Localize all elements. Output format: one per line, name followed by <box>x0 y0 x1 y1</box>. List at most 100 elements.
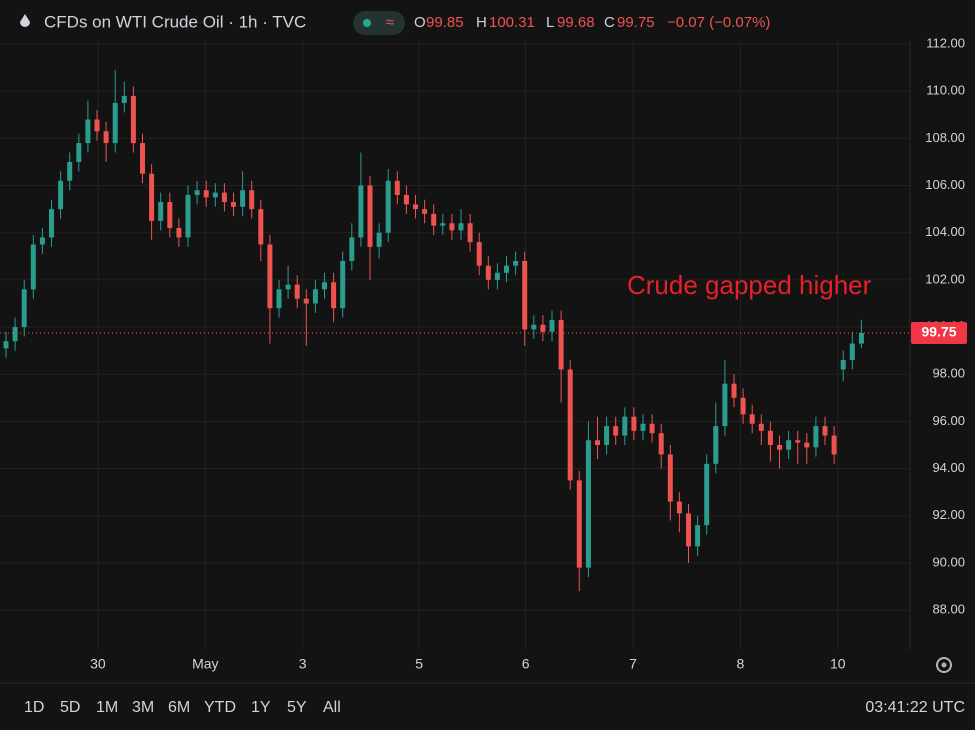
status-pill[interactable] <box>353 11 405 35</box>
candle-body <box>831 435 837 455</box>
candle-body <box>231 202 237 207</box>
range-button[interactable]: YTD <box>204 699 236 716</box>
candle-body <box>121 95 127 103</box>
candle-body <box>695 525 701 547</box>
candle-body <box>440 223 446 226</box>
ohlc-value: 99.85 <box>426 14 464 31</box>
clock: 03:41:22 UTC <box>865 699 965 716</box>
symbol-title: CFDs on WTI Crude Oil · 1h · TVC <box>44 12 306 31</box>
candle-body <box>513 261 519 266</box>
y-tick-label: 98.00 <box>932 366 965 381</box>
range-button[interactable]: 1M <box>96 699 118 716</box>
candle-body <box>149 173 155 221</box>
candle-body <box>158 202 164 221</box>
candle-body <box>112 102 118 144</box>
candle-body <box>658 433 664 455</box>
candle-body <box>704 463 710 526</box>
candle-body <box>549 319 555 332</box>
candle-body <box>722 383 728 427</box>
y-tick-label: 90.00 <box>932 554 965 569</box>
candle-body <box>731 383 737 398</box>
candle-body <box>449 223 455 231</box>
ohlc-value: 99.75 <box>617 14 655 31</box>
candle-body <box>676 501 682 514</box>
candle-body <box>485 265 491 280</box>
candle-body <box>622 416 628 436</box>
ohlc-key: O <box>414 14 426 31</box>
candle-body <box>376 232 382 247</box>
candle-body <box>849 343 855 361</box>
candle-body <box>103 131 109 144</box>
candle-body <box>140 143 146 174</box>
candle-body <box>403 194 409 205</box>
candle-body <box>422 209 428 214</box>
candle-body <box>367 185 373 247</box>
candle-body <box>340 261 346 309</box>
y-tick-label: 102.00 <box>925 271 965 286</box>
candle-body <box>413 204 419 210</box>
ohlc-change: −0.07 (−0.07%) <box>667 14 770 31</box>
candle-body <box>713 426 719 464</box>
ohlc-key: C <box>604 14 615 31</box>
candle-body <box>795 440 801 443</box>
x-tick-label: May <box>192 656 218 672</box>
candle-body <box>749 414 755 424</box>
candle-body <box>331 282 337 309</box>
candle-body <box>312 289 318 304</box>
x-tick-label: 30 <box>90 656 106 672</box>
candle-body <box>12 327 18 342</box>
candle-body <box>667 454 673 502</box>
y-tick-label: 104.00 <box>925 224 965 239</box>
y-tick-label: 88.00 <box>932 602 965 617</box>
candle-body <box>322 282 328 290</box>
range-button[interactable]: All <box>323 699 341 716</box>
ohlc-key: L <box>546 14 554 31</box>
candle-body <box>21 289 27 328</box>
candle-body <box>858 332 864 344</box>
range-button[interactable]: 5D <box>60 699 80 716</box>
candle-body <box>767 430 773 445</box>
grid <box>0 40 910 650</box>
range-button[interactable]: 6M <box>168 699 190 716</box>
candle-body <box>631 416 637 431</box>
candle-body <box>431 213 437 226</box>
candle-body <box>613 426 619 436</box>
candle-body <box>394 180 400 195</box>
candle-body <box>185 194 191 238</box>
candle-body <box>94 119 100 132</box>
x-tick-label: 3 <box>299 656 307 672</box>
x-tick-label: 6 <box>522 656 530 672</box>
candle-body <box>595 440 601 445</box>
candle-body <box>640 423 646 431</box>
candle-body <box>276 289 282 309</box>
range-button[interactable]: 3M <box>132 699 154 716</box>
candle-body <box>813 426 819 448</box>
candle-body <box>604 426 610 445</box>
candle-body <box>540 324 546 332</box>
candle-body <box>531 324 537 330</box>
ohlc-value: 100.31 <box>489 14 535 31</box>
range-button[interactable]: 1Y <box>251 699 271 716</box>
y-tick-label: 112.00 <box>926 35 965 50</box>
drop-icon <box>20 14 30 27</box>
candle-body <box>804 442 810 448</box>
range-button[interactable]: 1D <box>24 699 44 716</box>
candle-body <box>349 237 355 262</box>
candle-body <box>585 440 591 568</box>
candle-body <box>558 319 564 370</box>
delay-icon: ≈ <box>386 14 394 31</box>
settings-icon[interactable] <box>936 657 952 673</box>
range-button[interactable]: 5Y <box>287 699 307 716</box>
candle-body <box>49 209 55 238</box>
x-tick-label: 5 <box>415 656 423 672</box>
candle-body <box>504 265 510 273</box>
candle-body <box>840 360 846 370</box>
candle-body <box>76 143 82 162</box>
candle-body <box>212 192 218 198</box>
candle-body <box>822 426 828 436</box>
candle-body <box>522 261 528 330</box>
candle-body <box>576 480 582 568</box>
candle-body <box>303 298 309 304</box>
x-tick-label: 8 <box>736 656 744 672</box>
